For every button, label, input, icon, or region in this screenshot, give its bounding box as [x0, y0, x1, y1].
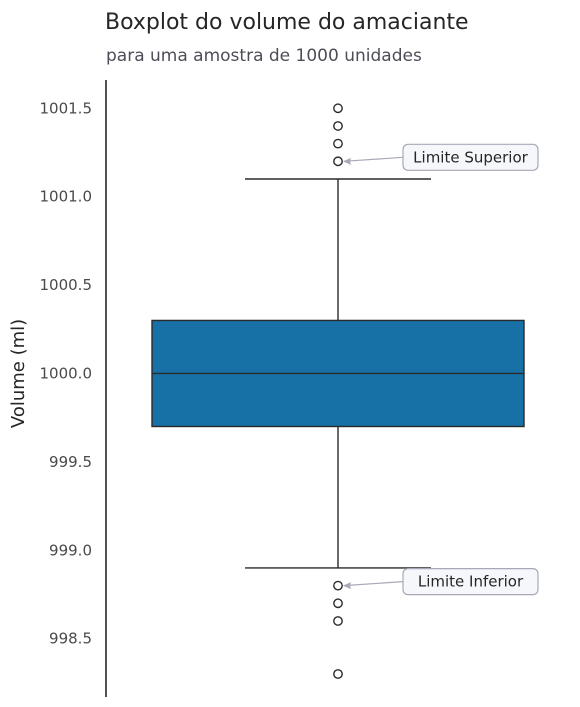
y-tick-label: 1000.5 [40, 276, 93, 294]
annotation-group: Limite Superior Limite Inferior [343, 143, 539, 596]
annotation: Limite Superior [343, 143, 539, 171]
chart-title: Boxplot do volume do amaciante [105, 10, 469, 35]
outlier-point [333, 156, 343, 167]
outlier-point [333, 580, 343, 591]
annotation-arrowhead [343, 582, 351, 590]
y-axis-label: Volume (ml) [8, 319, 29, 428]
annotation-arrowhead [343, 157, 351, 165]
y-tick-label: 1001.5 [40, 99, 93, 117]
annotation-arrow [343, 581, 404, 587]
outlier-point [333, 616, 343, 626]
annotation: Limite Inferior [343, 568, 539, 596]
chart-subtitle: para uma amostra de 1000 unidades [106, 46, 422, 66]
outlier-point [333, 669, 343, 679]
annotation-box [402, 568, 539, 596]
annotation-box [402, 143, 539, 171]
y-tick-label: 998.5 [49, 630, 92, 648]
outlier-point [333, 121, 343, 131]
y-tick-label: 999.5 [49, 453, 92, 471]
outlier-point [333, 598, 343, 609]
annotation-label: Limite Inferior [418, 573, 524, 591]
y-tick-label: 1000.0 [40, 364, 93, 382]
annotation-arrow [343, 156, 404, 162]
annotation-label: Limite Superior [413, 148, 528, 166]
y-tick-label: 999.0 [49, 541, 92, 559]
y-axis: 998.5 999.0 999.5 1000.0 1000.5 1001.0 1001.5 [40, 80, 107, 697]
outlier-point [333, 103, 343, 114]
outlier-point [333, 138, 343, 149]
y-tick-label: 1001.0 [40, 188, 93, 206]
outlier-group [333, 103, 343, 679]
box-group [151, 178, 525, 569]
